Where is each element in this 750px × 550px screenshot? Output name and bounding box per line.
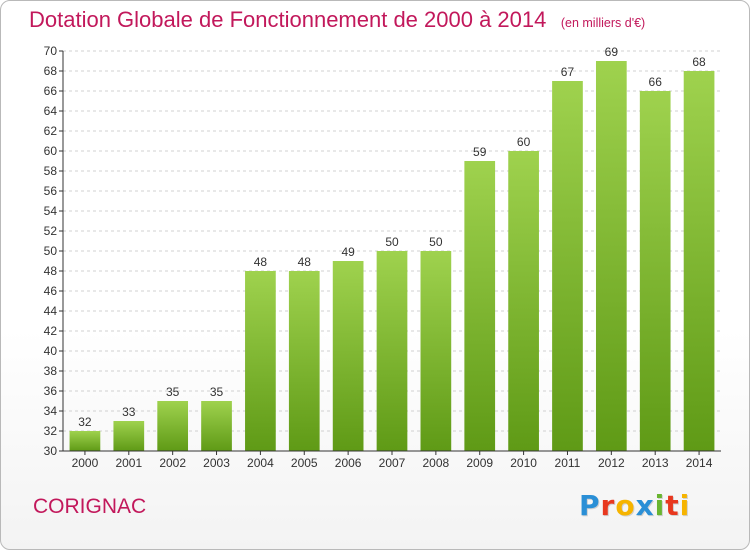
bar xyxy=(245,271,276,451)
logo-letter: o xyxy=(615,489,636,522)
bar-value-label: 48 xyxy=(298,255,312,269)
bar xyxy=(69,431,101,451)
x-tick-label: 2007 xyxy=(379,456,406,470)
bar-value-label: 35 xyxy=(210,385,224,399)
y-tick-label: 42 xyxy=(44,324,58,338)
chart-subtitle: (en milliers d'€) xyxy=(560,16,646,30)
bar-layer: 32 33 35 35 48 48 49 50 50 59 60 67 69 66 68 xyxy=(69,45,715,451)
bar xyxy=(508,151,539,451)
bar-value-label: 32 xyxy=(78,415,92,429)
logo-letter: i xyxy=(679,489,691,522)
bar-value-label: 68 xyxy=(692,55,706,69)
bar xyxy=(201,401,232,451)
bar xyxy=(113,421,145,451)
logo-letter: r xyxy=(600,489,616,522)
bar-value-label: 59 xyxy=(473,145,487,159)
y-tick-label: 68 xyxy=(44,64,58,78)
y-tick-label: 64 xyxy=(44,104,58,118)
bar xyxy=(376,251,408,451)
y-tick-label: 38 xyxy=(44,364,58,378)
y-tick-label: 52 xyxy=(44,224,58,238)
proxiti-logo[interactable]: Proxiti xyxy=(579,489,690,522)
x-tick-label: 2010 xyxy=(510,456,537,470)
y-tick-label: 32 xyxy=(44,424,58,438)
bar-value-label: 48 xyxy=(254,255,268,269)
axis-layer: 30 32 34 36 38 40 42 44 46 48 50 52 54 56 58 60 62 64 66 68… xyxy=(44,44,721,470)
y-tick-label: 66 xyxy=(44,84,58,98)
x-tick-label: 2001 xyxy=(115,456,142,470)
chart-title-block: Dotation Globale de Fonctionnement de 20… xyxy=(29,7,645,33)
x-tick-label: 2013 xyxy=(642,456,669,470)
bar-value-label: 33 xyxy=(122,405,136,419)
y-tick-label: 30 xyxy=(44,444,58,458)
y-tick-label: 60 xyxy=(44,144,58,158)
bar-value-label: 67 xyxy=(561,65,575,79)
commune-name: CORIGNAC xyxy=(33,495,147,518)
x-tick-label: 2004 xyxy=(247,456,274,470)
bar-value-label: 35 xyxy=(166,385,180,399)
y-tick-label: 54 xyxy=(44,204,58,218)
y-tick-label: 44 xyxy=(44,304,58,318)
bar xyxy=(639,91,671,451)
y-tick-label: 70 xyxy=(44,44,58,58)
bar xyxy=(552,81,583,451)
bar xyxy=(332,261,364,451)
x-tick-label: 2011 xyxy=(555,456,581,470)
x-tick-label: 2002 xyxy=(159,456,186,470)
bar-value-label: 66 xyxy=(649,75,663,89)
logo-letter: P xyxy=(579,489,601,522)
y-tick-label: 36 xyxy=(44,384,58,398)
y-tick-label: 58 xyxy=(44,164,58,178)
bar xyxy=(595,61,627,451)
bar-value-label: 69 xyxy=(605,45,619,59)
bar xyxy=(288,271,320,451)
x-tick-label: 2003 xyxy=(203,456,230,470)
y-tick-label: 62 xyxy=(44,124,58,138)
x-tick-label: 2008 xyxy=(423,456,450,470)
x-tick-label: 2000 xyxy=(72,456,99,470)
y-tick-label: 34 xyxy=(44,404,58,418)
x-tick-label: 2005 xyxy=(291,456,318,470)
bar-value-label: 50 xyxy=(429,235,443,249)
bar xyxy=(157,401,189,451)
y-tick-label: 50 xyxy=(44,244,58,258)
logo-letter: i xyxy=(654,489,666,522)
y-tick-label: 56 xyxy=(44,184,58,198)
bar xyxy=(683,71,715,451)
chart-title: Dotation Globale de Fonctionnement de 20… xyxy=(29,7,547,32)
logo-letter: x xyxy=(635,489,655,522)
bar-value-label: 50 xyxy=(385,235,399,249)
bar xyxy=(420,251,452,451)
y-tick-label: 40 xyxy=(44,344,58,358)
bar-value-label: 49 xyxy=(341,245,355,259)
y-tick-label: 48 xyxy=(44,264,58,278)
bar xyxy=(464,161,496,451)
y-tick-label: 46 xyxy=(44,284,58,298)
logo-letter: t xyxy=(665,489,680,522)
x-tick-label: 2014 xyxy=(686,456,713,470)
bar-value-label: 60 xyxy=(517,135,531,149)
x-tick-label: 2012 xyxy=(598,456,625,470)
x-tick-label: 2009 xyxy=(466,456,493,470)
x-tick-label: 2006 xyxy=(335,456,362,470)
